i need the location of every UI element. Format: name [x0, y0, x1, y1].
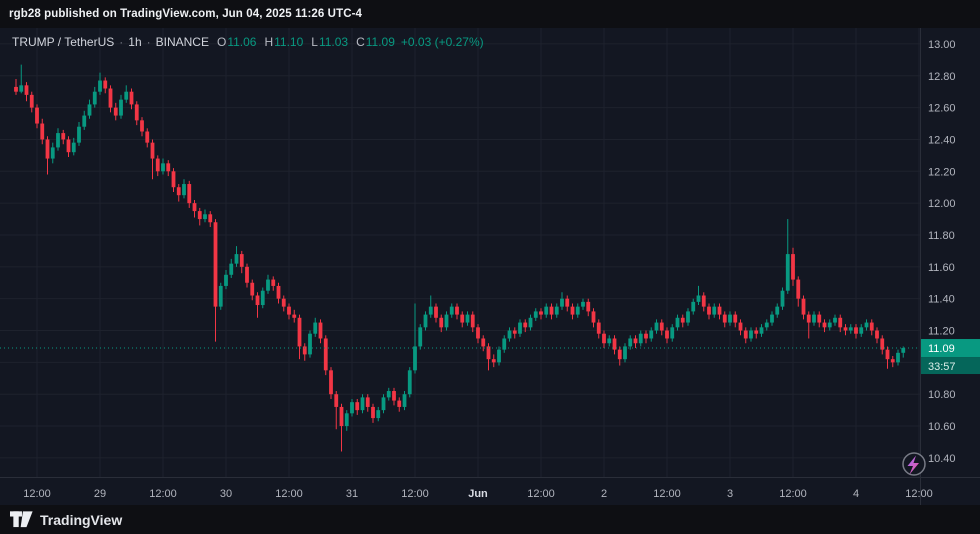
svg-text:12:00: 12:00: [401, 488, 429, 500]
tradingview-link[interactable]: TradingView: [10, 510, 122, 529]
countdown-badge: 33:57: [921, 357, 980, 375]
svg-text:30: 30: [220, 488, 232, 500]
candles[interactable]: [14, 64, 906, 452]
footer-bar: TradingView: [0, 505, 980, 534]
svg-text:12:00: 12:00: [23, 488, 51, 500]
last-price-badge: 11.09: [921, 339, 980, 358]
svg-text:2: 2: [601, 488, 607, 500]
svg-text:10.40: 10.40: [928, 453, 956, 465]
attribution-text: rgb28 published on TradingView.com, Jun …: [9, 8, 363, 20]
svg-text:11.09: 11.09: [928, 343, 955, 355]
high-label: H: [264, 35, 274, 49]
close-value: 11.09: [365, 35, 395, 49]
boost-lightning-icon[interactable]: [902, 452, 926, 476]
svg-text:31: 31: [346, 488, 358, 500]
close-label: C: [356, 35, 365, 49]
tradingview-wordmark: TradingView: [40, 511, 123, 528]
svg-text:11.20: 11.20: [928, 326, 955, 338]
svg-text:12.40: 12.40: [928, 134, 956, 146]
svg-text:12:00: 12:00: [149, 488, 177, 500]
chart-panel: 13.00 12.80 12.60 12.40 12.20 12.00 11.80 11.60…: [0, 28, 980, 505]
svg-text:10.60: 10.60: [928, 421, 956, 433]
open-value: 11.06: [227, 35, 257, 49]
svg-text:11.40: 11.40: [928, 294, 955, 306]
svg-text:11.60: 11.60: [928, 262, 955, 274]
svg-text:11.80: 11.80: [928, 230, 955, 242]
svg-text:12:00: 12:00: [905, 488, 933, 500]
high-value: 11.10: [274, 35, 304, 49]
separator-dot: ·: [119, 35, 124, 49]
symbol-title[interactable]: TRUMP / TetherUS: [12, 35, 115, 49]
separator-dot: ·: [146, 35, 151, 49]
svg-text:12:00: 12:00: [779, 488, 807, 500]
svg-text:33:57: 33:57: [928, 361, 956, 373]
tradingview-logo-icon: [10, 511, 33, 528]
open-label: O: [216, 35, 227, 49]
svg-text:12:00: 12:00: [527, 488, 555, 500]
svg-text:12.20: 12.20: [928, 166, 956, 178]
low-label: L: [311, 35, 318, 49]
attribution-bar: rgb28 published on TradingView.com, Jun …: [0, 0, 980, 28]
svg-text:12:00: 12:00: [653, 488, 681, 500]
svg-text:12.80: 12.80: [928, 71, 956, 83]
low-value: 11.03: [318, 35, 349, 49]
svg-text:29: 29: [94, 488, 106, 500]
svg-text:Jun: Jun: [468, 488, 488, 500]
svg-text:3: 3: [727, 488, 733, 500]
exchange-label[interactable]: BINANCE: [155, 35, 209, 49]
change-value: +0.03 (+0.27%): [400, 35, 484, 49]
svg-text:13.00: 13.00: [928, 39, 956, 51]
svg-text:12.00: 12.00: [928, 198, 956, 210]
svg-text:12.60: 12.60: [928, 103, 956, 115]
time-axis[interactable]: 12:00 29 12:00 30 12:00 31 12:00 Jun 12:00 2 12:00…: [23, 488, 933, 500]
price-axis[interactable]: 13.00 12.80 12.60 12.40 12.20 12.00 11.80 11.60…: [928, 39, 956, 465]
svg-text:4: 4: [853, 488, 859, 500]
price-chart[interactable]: 13.00 12.80 12.60 12.40 12.20 12.00 11.80 11.60…: [0, 28, 980, 505]
interval-label[interactable]: 1h: [128, 35, 142, 49]
grid-lines: [0, 28, 920, 477]
chart-legend: TRUMP / TetherUS · 1h · BINANCE O11.06 H11.10 L…: [12, 35, 484, 49]
svg-text:10.80: 10.80: [928, 389, 956, 401]
svg-text:12:00: 12:00: [275, 488, 303, 500]
